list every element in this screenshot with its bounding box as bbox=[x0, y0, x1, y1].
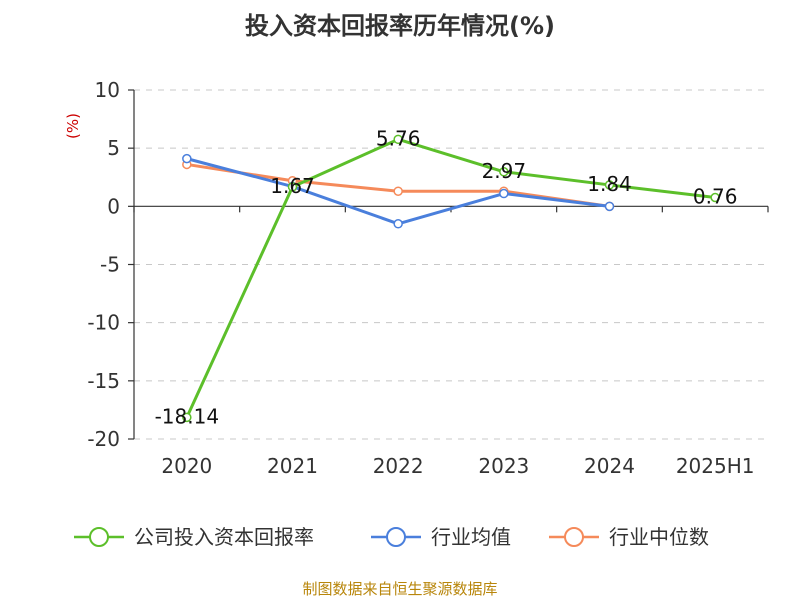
y-tick-label: -5 bbox=[100, 253, 120, 277]
grid-lines bbox=[134, 89, 768, 440]
legend-label: 行业中位数 bbox=[609, 525, 709, 549]
series-line bbox=[185, 137, 716, 418]
y-tick-label: 10 bbox=[95, 78, 120, 102]
source-note: 制图数据来自恒生聚源数据库 bbox=[302, 580, 497, 598]
data-point bbox=[393, 134, 403, 145]
legend-marker bbox=[89, 527, 109, 547]
data-point bbox=[499, 188, 509, 199]
data-point bbox=[182, 153, 192, 164]
legend-marker bbox=[564, 527, 584, 547]
data-point bbox=[393, 219, 403, 229]
data-point bbox=[287, 182, 298, 192]
data-label: 1.67 bbox=[270, 174, 315, 198]
axes: 10 5 0 -5 -10 -15 -20 2020 2021 2022 2023 2024 2025H… bbox=[87, 78, 769, 478]
x-tick-label: 2022 bbox=[373, 454, 424, 478]
data-point bbox=[499, 167, 509, 177]
y-axis-label: (%) bbox=[64, 113, 82, 139]
data-label: -18.14 bbox=[155, 404, 219, 428]
data-label: 2.97 bbox=[482, 159, 527, 183]
legend: 公司投入资本回报率 行业均值 行业中位数 bbox=[74, 525, 709, 549]
y-tick-label: 0 bbox=[107, 194, 120, 218]
x-tick-label: 2025H1 bbox=[676, 454, 755, 478]
data-labels: -18.14 1.67 5.76 2.97 1.84 0.76 bbox=[155, 126, 738, 428]
series-lines bbox=[182, 134, 720, 423]
data-point bbox=[604, 180, 615, 190]
data-label: 1.84 bbox=[587, 172, 632, 196]
x-tick-label: 2021 bbox=[267, 454, 318, 478]
x-tick-label: 2020 bbox=[161, 454, 212, 478]
y-tick-label: -15 bbox=[87, 369, 120, 393]
legend-label: 行业均值 bbox=[431, 525, 511, 549]
data-label: 5.76 bbox=[376, 126, 421, 150]
data-label: 0.76 bbox=[693, 184, 738, 208]
y-tick-label: -10 bbox=[87, 311, 120, 335]
data-point bbox=[710, 192, 720, 203]
x-tick-label: 2024 bbox=[584, 454, 635, 478]
data-point bbox=[182, 412, 192, 423]
x-tick-label: 2023 bbox=[478, 454, 529, 478]
y-tick-label: -20 bbox=[87, 427, 120, 451]
legend-marker bbox=[386, 527, 406, 547]
chart-title: 投入资本回报率历年情况(%) bbox=[245, 12, 555, 40]
y-tick-label: 5 bbox=[107, 136, 120, 160]
legend-label: 公司投入资本回报率 bbox=[134, 525, 314, 549]
data-point bbox=[604, 201, 615, 212]
data-point bbox=[393, 186, 403, 196]
